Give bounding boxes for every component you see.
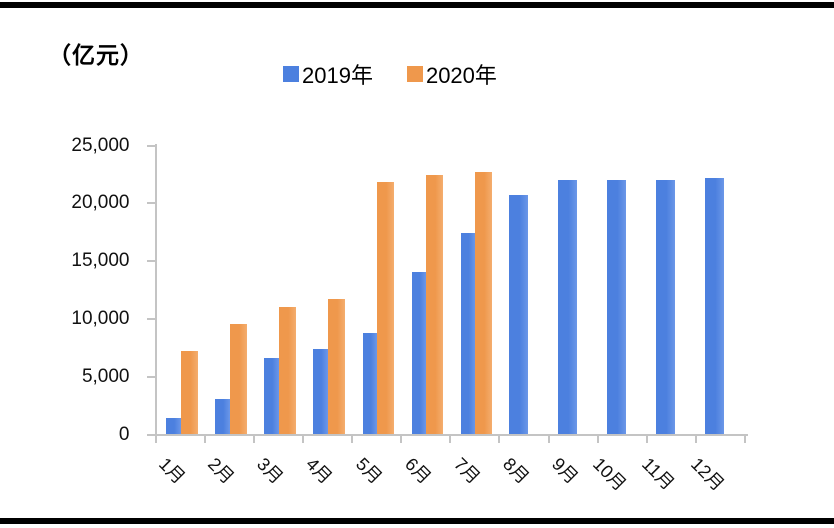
- x-axis-tick: [449, 434, 452, 443]
- x-axis-tick-label: 3月: [253, 453, 288, 488]
- x-axis-tick-label: 7月: [449, 453, 484, 488]
- bar-2019年-1月: [166, 418, 181, 435]
- y-axis-tick-label: 20,000: [71, 192, 130, 214]
- y-axis-tick-label: 25,000: [71, 134, 130, 156]
- bar-2019年-12月: [705, 178, 725, 435]
- legend-swatch-2019-icon: [283, 66, 299, 82]
- x-axis-line: [154, 433, 748, 436]
- x-axis-tick: [252, 434, 255, 443]
- bar-2020年-7月: [475, 172, 493, 435]
- x-axis-tick-label: 6月: [400, 453, 435, 488]
- x-axis-tick-label: 9月: [548, 453, 583, 488]
- legend-label-2020: 2020年: [425, 63, 497, 88]
- bar-2020年-4月: [327, 299, 345, 435]
- x-axis-tick-label: 5月: [351, 453, 386, 488]
- x-axis-tick-label: 8月: [498, 453, 533, 488]
- bar-2019年-8月: [508, 195, 528, 435]
- y-axis-tick: [146, 375, 156, 378]
- x-axis-tick: [645, 434, 648, 443]
- bar-2020年-3月: [278, 307, 296, 435]
- x-axis-tick: [744, 434, 746, 443]
- y-axis-line: [154, 143, 157, 437]
- y-axis-tick-label: 15,000: [71, 250, 130, 272]
- x-axis-tick: [547, 434, 550, 443]
- bar-2019年-11月: [656, 180, 676, 435]
- bottom-border-rule: [0, 518, 834, 524]
- x-axis-tick: [498, 434, 501, 443]
- bar-2019年-5月: [362, 332, 377, 435]
- bar-2020年-6月: [426, 174, 444, 435]
- x-axis-tick: [400, 434, 403, 443]
- axis-unit-label: （亿元）: [48, 43, 144, 68]
- x-axis-tick: [203, 434, 206, 443]
- bar-2019年-10月: [607, 180, 627, 435]
- x-axis-tick: [351, 434, 353, 443]
- y-axis-tick-label: 0: [118, 423, 130, 445]
- legend-item-2020: 2020年: [406, 58, 497, 90]
- x-axis-tick-label: 1月: [155, 453, 190, 488]
- chart-legend: 2019年 2020年: [283, 58, 497, 90]
- y-axis-tick: [146, 144, 156, 147]
- legend-swatch-2020-icon: [406, 66, 423, 82]
- x-axis-tick-label: 2月: [204, 453, 239, 488]
- legend-label-2019: 2019年: [302, 63, 373, 88]
- x-axis-tick-label: 12月: [687, 453, 729, 495]
- bar-2019年-7月: [460, 233, 476, 435]
- x-axis-tick: [301, 434, 304, 443]
- top-border-rule: [0, 2, 834, 8]
- bar-2019年-4月: [313, 349, 328, 435]
- x-axis-tick: [154, 434, 157, 443]
- y-axis-tick: [146, 433, 156, 436]
- bar-2019年-3月: [264, 358, 279, 435]
- x-axis-tick: [596, 434, 599, 443]
- y-axis-tick: [146, 317, 156, 320]
- y-axis-tick: [146, 202, 156, 205]
- y-axis-tick-label: 5,000: [81, 365, 130, 387]
- bar-2019年-9月: [558, 180, 577, 435]
- bar-2020年-5月: [377, 181, 394, 435]
- legend-item-2019: 2019年: [283, 58, 373, 90]
- x-axis-tick: [694, 434, 697, 443]
- x-axis-tick-label: 4月: [302, 453, 337, 488]
- x-axis-tick-label: 11月: [638, 453, 679, 494]
- y-axis-tick-label: 10,000: [71, 307, 130, 329]
- x-axis-tick-label: 10月: [589, 453, 631, 495]
- y-axis-tick: [146, 260, 156, 263]
- bar-2019年-2月: [215, 398, 230, 435]
- bar-2019年-6月: [411, 271, 427, 435]
- bar-2020年-2月: [229, 323, 247, 435]
- bar-2020年-1月: [180, 351, 198, 435]
